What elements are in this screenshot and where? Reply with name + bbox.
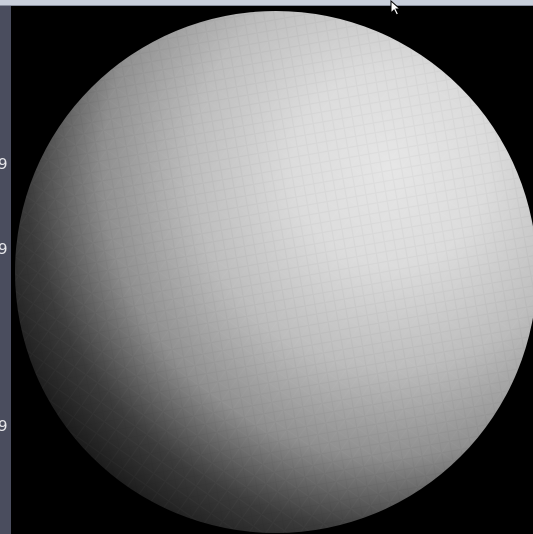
left-axis-panel: 9 9 9: [0, 6, 11, 534]
sphere-facets: [15, 11, 533, 533]
3d-viewport[interactable]: [11, 6, 533, 534]
mouse-pointer-icon: [390, 0, 402, 16]
axis-label: 9: [0, 240, 8, 258]
top-toolbar-strip: [0, 0, 533, 6]
axis-label: 9: [0, 417, 8, 435]
axis-label: 9: [0, 155, 8, 173]
sphere-render: [11, 6, 533, 534]
